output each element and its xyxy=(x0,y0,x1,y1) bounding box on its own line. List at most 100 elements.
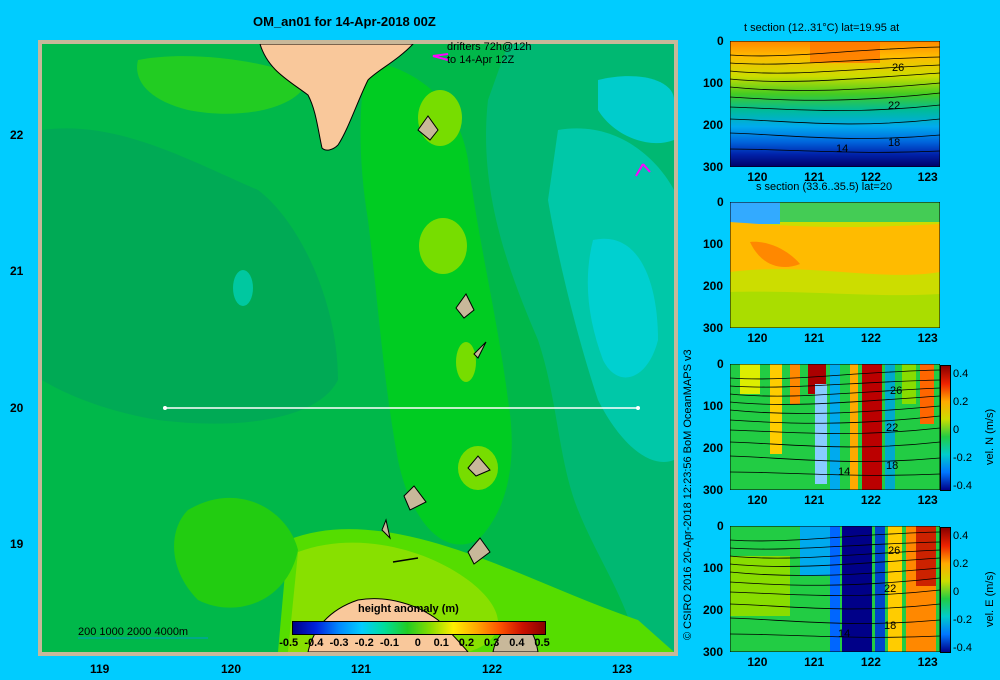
anomaly-region xyxy=(598,76,674,144)
contour-label: 26 xyxy=(888,545,901,557)
depth-tick-label: 300 xyxy=(703,645,724,659)
section-endpoint xyxy=(163,406,167,410)
height-colorbar xyxy=(292,621,546,635)
t-section-plot xyxy=(730,41,940,167)
island xyxy=(467,455,491,477)
depth-tick-label: 0 xyxy=(717,34,724,48)
map-plot xyxy=(38,40,678,656)
island xyxy=(467,537,491,565)
depth-tick-label: 200 xyxy=(703,279,724,293)
credit: © CSIRO 2016 20-Apr-2018 12:23:56 BoM Oc… xyxy=(682,349,694,640)
lon-tick-label: 122 xyxy=(860,655,881,669)
lon-tick-label: 123 xyxy=(917,655,938,669)
lon-tick: 120 xyxy=(221,662,242,676)
lon-tick-label: 121 xyxy=(804,493,825,507)
lon-tick-label: 123 xyxy=(917,331,938,345)
lon-tick-label: 120 xyxy=(747,493,768,507)
island-halo xyxy=(456,342,476,382)
depth-tick-label: 100 xyxy=(703,399,724,413)
section-endpoint xyxy=(636,406,640,410)
depth-tick-label: 200 xyxy=(703,603,724,617)
lon-tick-label: 120 xyxy=(747,331,768,345)
lat-tick: 21 xyxy=(10,264,24,278)
vel-e-colorbar xyxy=(940,527,951,653)
contour-label: 22 xyxy=(884,583,897,595)
colorbar-tick-label: 0.5 xyxy=(534,637,550,649)
lon-tick: 119 xyxy=(90,662,110,676)
island xyxy=(417,115,439,141)
depth-tick-label: 300 xyxy=(703,483,724,497)
contour-label: 18 xyxy=(884,620,897,632)
island xyxy=(455,293,475,319)
contour-label: 18 xyxy=(886,460,899,472)
colorbar-tick-label: -0.5 xyxy=(279,637,299,649)
lon-tick-label: 123 xyxy=(917,170,938,184)
lat-tick: 22 xyxy=(10,128,24,142)
velocity-colorbar-tick: 0 xyxy=(953,586,960,598)
colorbar-tick-label: 0.4 xyxy=(509,637,525,649)
velocity-colorbar-tick: 0.4 xyxy=(953,530,969,542)
anomaly-region xyxy=(137,56,308,114)
colorbar-tick-label: 0 xyxy=(414,637,421,649)
lon-tick-label: 122 xyxy=(860,331,881,345)
island xyxy=(381,518,391,540)
vel-e-label: vel. E (m/s) xyxy=(984,571,996,627)
velocity-colorbar-tick: 0.2 xyxy=(953,558,969,570)
t-section-title: t section (12..31°C) lat=19.95 at xyxy=(744,22,900,34)
colorbar-tick-label: -0.4 xyxy=(304,637,324,649)
island xyxy=(403,485,427,511)
island-halo xyxy=(419,218,467,274)
vel-n-colorbar xyxy=(940,365,951,491)
lon-tick-label: 120 xyxy=(747,170,768,184)
depth-tick-label: 0 xyxy=(717,519,724,533)
contour-label: 14 xyxy=(838,466,851,478)
lon-tick-label: 123 xyxy=(917,493,938,507)
vel-n-label: vel. N (m/s) xyxy=(984,408,996,465)
vel-n-section-plot xyxy=(730,364,940,490)
velocity-colorbar-tick: -0.2 xyxy=(953,452,972,464)
lon-tick-label: 121 xyxy=(804,655,825,669)
lat-tick: 19 xyxy=(10,537,24,551)
anomaly-region xyxy=(233,270,253,306)
anomaly-region xyxy=(42,128,338,424)
island xyxy=(473,341,487,359)
depth-tick-label: 0 xyxy=(717,195,724,209)
colorbar-tick-label: -0.3 xyxy=(329,637,349,649)
lon-tick-label: 122 xyxy=(860,493,881,507)
depth-tick-label: 100 xyxy=(703,76,724,90)
velocity-colorbar-tick: 0.4 xyxy=(953,368,969,380)
lon-tick: 122 xyxy=(482,662,503,676)
t-contours xyxy=(730,46,940,153)
contour-label: 22 xyxy=(886,422,899,434)
island-halo xyxy=(418,90,462,146)
lon-tick: 121 xyxy=(351,662,372,676)
map-title: OM_an01 for 14-Apr-2018 00Z xyxy=(253,14,436,29)
colorbar-title: height anomaly (m) xyxy=(358,603,459,615)
colorbar-tick-label: -0.2 xyxy=(354,637,374,649)
lat-tick: 20 xyxy=(10,401,24,415)
anomaly-region xyxy=(174,497,298,608)
colorbar-tick-label: -0.1 xyxy=(380,637,399,649)
depth-tick-label: 100 xyxy=(703,237,724,251)
depth-tick-label: 300 xyxy=(703,160,724,174)
colorbar-labels: -0.5 -0.4 -0.3 -0.2 -0.1 0 0.1 0.2 0.3 0.4 0.5 xyxy=(279,637,556,653)
lon-tick: 123 xyxy=(612,662,633,676)
colorbar-tick-label: 0.3 xyxy=(484,637,500,649)
depth-tick-label: 100 xyxy=(703,561,724,575)
contour-label: 14 xyxy=(838,628,851,640)
velocity-colorbar-tick: -0.2 xyxy=(953,614,972,626)
depth-tick-label: 200 xyxy=(703,118,724,132)
depth-legend: 200 1000 2000 4000m xyxy=(78,626,189,638)
s-section-plot xyxy=(730,202,940,328)
lon-tick-label: 121 xyxy=(804,331,825,345)
drifter-note-1: drifters 72h@12h xyxy=(447,41,532,53)
anomaly-region xyxy=(587,238,658,378)
depth-tick-label: 200 xyxy=(703,441,724,455)
colorbar-tick-label: 0.1 xyxy=(433,637,449,649)
velocity-colorbar-tick: 0.2 xyxy=(953,396,969,408)
vel-n-contours xyxy=(730,369,940,476)
velocity-colorbar-tick: 0 xyxy=(953,424,960,436)
lon-tick-label: 120 xyxy=(747,655,768,669)
depth-tick-label: 0 xyxy=(717,357,724,371)
velocity-colorbar-tick: -0.4 xyxy=(953,642,972,654)
